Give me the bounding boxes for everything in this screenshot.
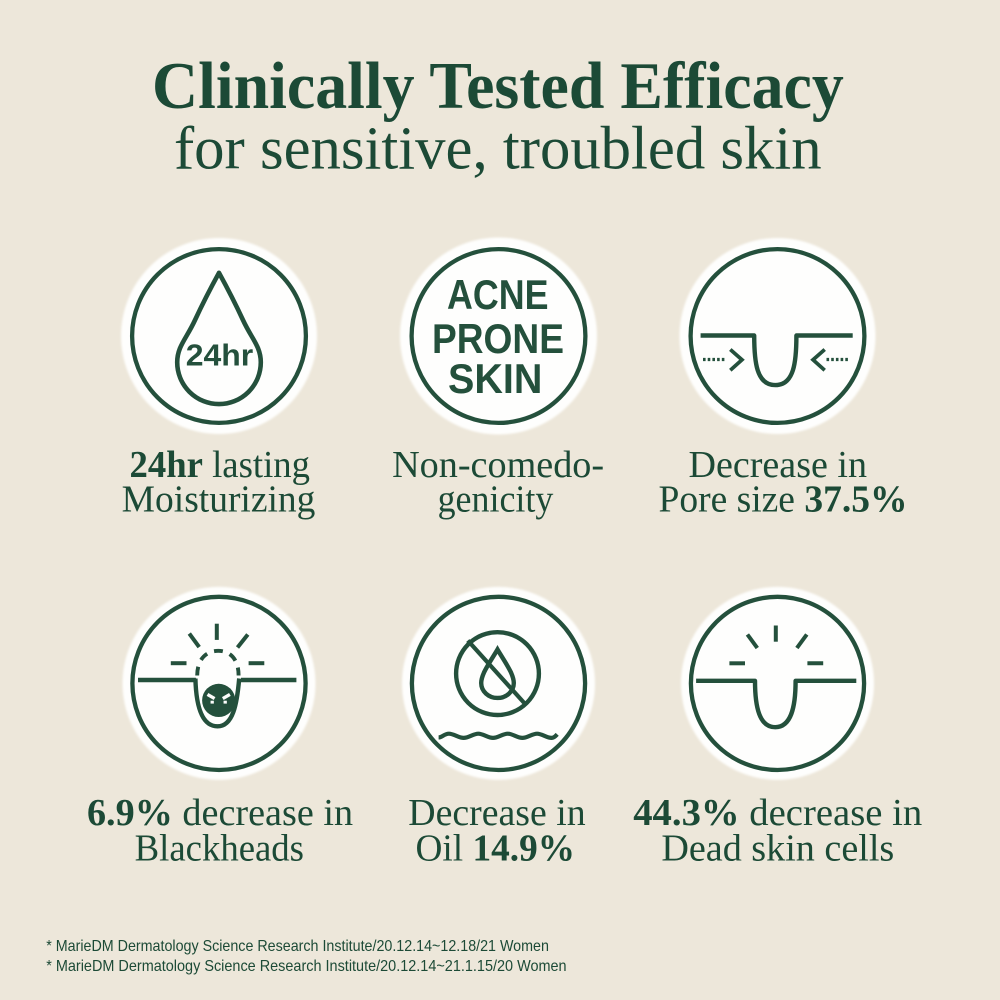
- svg-text:Blackheads: Blackheads: [135, 828, 304, 870]
- svg-text:Clinically Tested Efficacy: Clinically Tested Efficacy: [152, 50, 844, 123]
- svg-text:for sensitive, troubled skin: for sensitive, troubled skin: [174, 115, 822, 182]
- svg-text:Dead skin cells: Dead skin cells: [661, 827, 894, 869]
- svg-text:Oil 14.9%: Oil 14.9%: [415, 827, 575, 869]
- svg-text:* MarieDM Dermatology Science: * MarieDM Dermatology Science Research I…: [46, 957, 566, 975]
- svg-text:44.3% decrease in: 44.3% decrease in: [633, 792, 922, 834]
- svg-text:* MarieDM Dermatology Science: * MarieDM Dermatology Science Research I…: [46, 937, 549, 955]
- svg-text:Moisturizing: Moisturizing: [122, 478, 316, 520]
- svg-text:Pore size 37.5%: Pore size 37.5%: [658, 478, 907, 520]
- svg-text:genicity: genicity: [438, 479, 554, 521]
- svg-text:24hr: 24hr: [186, 339, 253, 373]
- svg-text:Decrease in: Decrease in: [688, 444, 867, 486]
- svg-text:Non-comedo-: Non-comedo-: [392, 444, 604, 486]
- svg-text:ACNE: ACNE: [447, 273, 548, 319]
- svg-text:6.9% decrease in: 6.9% decrease in: [87, 792, 353, 834]
- svg-text:PRONE: PRONE: [432, 316, 564, 362]
- svg-text:Decrease in: Decrease in: [408, 792, 585, 834]
- svg-text:SKIN: SKIN: [448, 355, 542, 402]
- svg-text:24hr lasting: 24hr lasting: [130, 444, 311, 486]
